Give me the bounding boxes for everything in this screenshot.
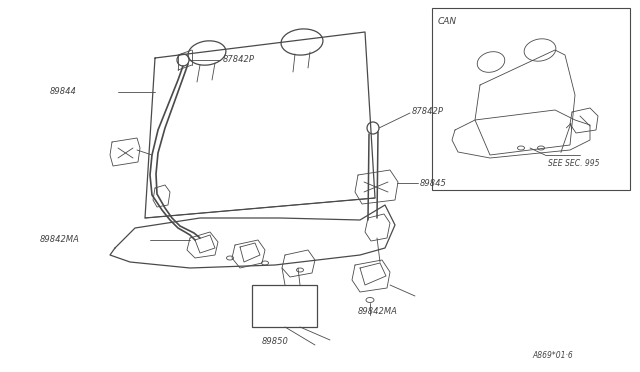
Text: 87842P: 87842P	[223, 55, 255, 64]
Text: 89850: 89850	[262, 337, 289, 346]
Text: 89844: 89844	[50, 87, 77, 96]
Bar	[432, 8, 630, 190]
Text: A869*01·6: A869*01·6	[532, 350, 573, 359]
Text: SEE SEC. 995: SEE SEC. 995	[548, 158, 600, 167]
Text: 87842P: 87842P	[412, 108, 444, 116]
Text: 89842MA: 89842MA	[40, 235, 80, 244]
Text: CAN: CAN	[438, 17, 457, 26]
Text: 89845: 89845	[420, 179, 447, 187]
Text: 89842MA: 89842MA	[358, 308, 398, 317]
Bar	[252, 285, 317, 327]
